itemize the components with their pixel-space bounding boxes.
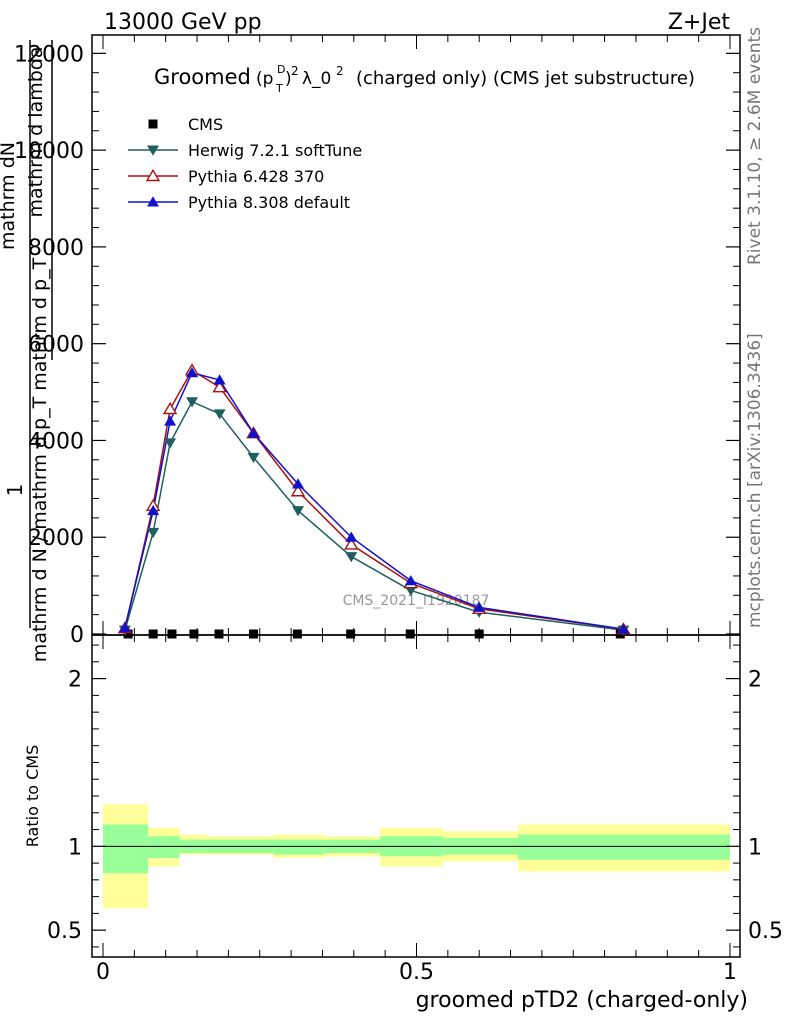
data-point-cms [189,629,199,639]
data-point-pythia-6-428-370 [290,484,306,497]
legend-marker-pythia-8-308-default [147,196,159,207]
y-tick-label: 10000 [14,139,84,164]
data-point-herwig-7-2-1-softtune [291,506,304,517]
y-tick-label: 4000 [28,429,84,454]
stat-uncertainty-band [273,839,324,855]
legend-marker-cms [148,119,158,129]
rivet-version-label: Rivet 3.1.10, ≥ 2.6M events [745,27,765,265]
data-point-herwig-7-2-1-softtune [213,409,226,420]
stat-uncertainty-band [518,834,730,860]
energy-label: 13000 GeV pp [104,10,262,35]
data-point-herwig-7-2-1-softtune [404,585,417,597]
ylabel-denominator: mathrm d N / mathrm d p_T mathrm d p_T [29,257,51,662]
title-formula-open: (p [256,69,273,89]
data-point-herwig-7-2-1-softtune [345,552,358,563]
ratio-y-tick-label-right: 0.5 [748,919,783,944]
data-point-pythia-8-308-default [247,427,260,438]
stat-uncertainty-band [103,824,149,874]
data-point-cms [148,629,158,639]
stat-uncertainty-band [148,836,180,859]
main-axis-ticks: 0 2000 4000 6000 8000 10000 12000 [14,35,740,648]
x-tick-label: 1 [723,960,737,985]
title-formula-close: ) [285,69,292,89]
data-point-herwig-7-2-1-softtune [186,397,199,408]
analysis-watermark: CMS_2021_I1920187 [343,593,490,609]
x-axis-label: groomed pTD2 (charged-only) [416,988,748,1013]
data-point-pythia-8-308-default [473,601,486,612]
main-y-axis-label: 1 mathrm d N / mathrm d p_T mathrm d p_T… [0,40,53,662]
plot-title-main: Groomed [154,65,251,89]
y-tick-label: 0 [70,623,84,648]
ylabel-numerator-dN: mathrm dN [0,142,19,250]
title-formula-sup-2: 2 [291,64,299,78]
data-point-pythia-8-308-default [404,575,417,586]
data-point-pythia-6-428-370 [344,537,359,550]
legend-marker-herwig-7-2-1-softtune [147,145,159,156]
title-formula-lambda: λ_0 [302,69,331,89]
data-point-herwig-7-2-1-softtune [147,527,160,539]
mcplots-label: mcplots.cern.ch [arXiv:1306.3436] [745,333,765,628]
data-point-cms [474,629,484,639]
data-point-pythia-8-308-default [186,367,199,378]
ratio-y-tick-label-right: 2 [748,668,762,693]
data-point-pythia-6-428-370 [162,401,178,415]
data-point-pythia-8-308-default [164,415,177,426]
ratio-uncertainty-bands [103,804,730,909]
data-point-pythia-8-308-default [617,623,630,634]
data-point-cms [346,629,356,639]
plot-title-formula: (p D T ) 2 λ_0 2 [256,63,344,95]
x-tick-label: 0.5 [399,960,434,985]
y-tick-label: 2000 [28,526,84,551]
data-point-cms [292,629,302,639]
ratio-y-tick-label-right: 1 [748,835,762,860]
ylabel-dlambda: mathrm d lambda [25,47,47,218]
data-point-cms [123,629,133,639]
title-formula-sup-D: D [277,63,285,76]
data-point-pythia-8-308-default [345,531,358,542]
data-point-cms [214,629,224,639]
title-formula-sub-T: T [275,82,283,95]
legend: CMS Herwig 7.2.1 softTune Pythia 6.428 370… [128,115,362,212]
data-point-herwig-7-2-1-softtune [247,452,260,464]
legend-marker-pythia-6-428-370 [145,168,161,182]
data-point-cms [167,629,177,639]
legend-label-cms: CMS [188,115,223,134]
ratio-y-axis-label: Ratio to CMS [23,745,42,847]
ratio-axis-ticks: 0.5 0.5 1 1 2 2 0 0.5 1 [47,635,783,985]
data-point-cms [248,629,258,639]
legend-label-herwig-7-2-1-softtune: Herwig 7.2.1 softTune [188,141,362,160]
ratio-y-tick-label-left: 1 [68,835,82,860]
ratio-y-tick-label-left: 2 [68,668,82,693]
plot-title-tail: (charged only) (CMS jet substructure) [356,68,695,89]
x-tick-label: 0 [96,960,110,985]
data-point-pythia-8-308-default [147,504,160,516]
data-point-cms [405,629,415,639]
y-tick-label: 8000 [28,236,84,261]
series-markers [117,363,631,639]
data-point-pythia-8-308-default [118,622,131,633]
process-label: Z+Jet [668,10,731,35]
legend-label-pythia-6-428-370: Pythia 6.428 370 [188,167,324,186]
y-tick-label: 12000 [14,42,84,67]
legend-label-pythia-8-308-default: Pythia 8.308 default [188,193,350,212]
data-point-pythia-8-308-default [291,478,304,489]
ylabel-one: 1 [3,484,27,497]
data-point-herwig-7-2-1-softtune [164,438,177,449]
series-line-pythia-8-308-default [124,371,624,630]
ratio-plot-frame [91,634,741,958]
ratio-y-tick-label-left: 0.5 [47,919,82,944]
series-lines [124,369,624,631]
y-tick-label: 6000 [28,333,84,358]
series-line-pythia-6-428-370 [124,369,624,630]
data-point-pythia-8-308-default [213,374,226,385]
data-point-pythia-6-428-370 [212,380,227,393]
title-formula-sup-2b: 2 [336,64,344,78]
